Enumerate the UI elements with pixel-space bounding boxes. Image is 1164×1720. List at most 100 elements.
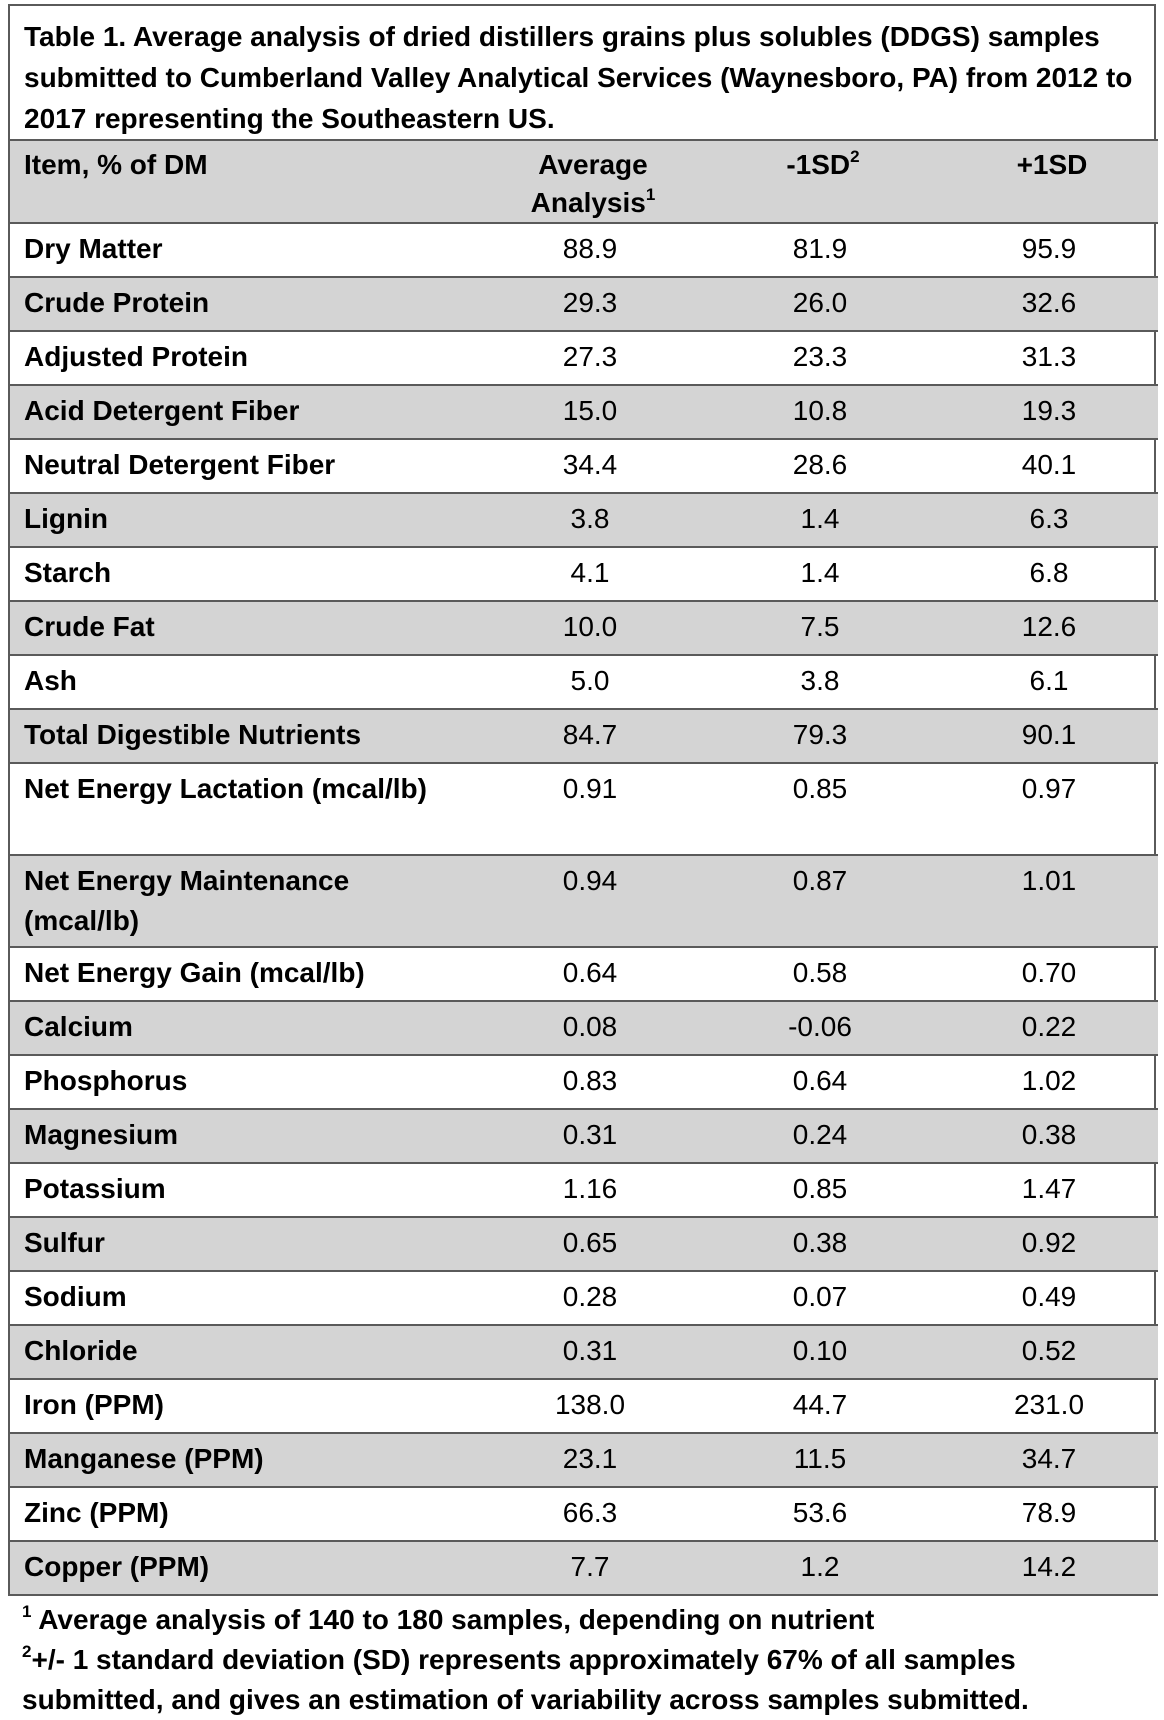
row-item-cell: Neutral Detergent Fiber — [10, 439, 480, 494]
row-item-cell: Sodium — [10, 1271, 480, 1326]
row-item-cell: Net Energy Gain (mcal/lb) — [10, 947, 480, 1002]
row-plus-sd-cell: 6.8 — [940, 547, 1158, 602]
table-row: Net Energy Lactation (mcal/lb) 0.91 0.85 0.… — [10, 763, 1158, 856]
footnote-1: 1 Average analysis of 140 to 180 samples… — [22, 1600, 1144, 1640]
header-item-label: Item, % of DM — [24, 149, 208, 180]
header-minus-sd: -1SD2 — [700, 140, 940, 224]
row-plus-sd-cell: 31.3 — [940, 331, 1158, 386]
row-minus-sd-cell: 11.5 — [700, 1433, 940, 1488]
table-row: Zinc (PPM) 66.3 53.6 78.9 — [10, 1487, 1158, 1542]
row-plus-sd-cell: 1.47 — [940, 1163, 1158, 1218]
row-item-cell: Crude Protein — [10, 277, 480, 332]
table-row: Acid Detergent Fiber 15.0 10.8 19.3 — [10, 385, 1158, 440]
row-minus-sd-cell: 10.8 — [700, 385, 940, 440]
header-plus-sd: +1SD — [940, 140, 1158, 224]
row-plus-sd-cell: 6.1 — [940, 655, 1158, 710]
row-minus-sd-cell: 1.4 — [700, 547, 940, 602]
row-plus-sd-cell: 0.49 — [940, 1271, 1158, 1326]
table-row: Magnesium 0.31 0.24 0.38 — [10, 1109, 1158, 1164]
row-plus-sd-cell: 231.0 — [940, 1379, 1158, 1434]
row-plus-sd-cell: 14.2 — [940, 1541, 1158, 1596]
table-row: Ash 5.0 3.8 6.1 — [10, 655, 1158, 710]
row-average-cell: 3.8 — [480, 493, 700, 548]
table-row: Copper (PPM) 7.7 1.2 14.2 — [10, 1541, 1158, 1596]
table-row: Net Energy Maintenance (mcal/lb) 0.94 0.87… — [10, 855, 1158, 948]
row-minus-sd-cell: 3.8 — [700, 655, 940, 710]
table-row: Starch 4.1 1.4 6.8 — [10, 547, 1158, 602]
row-item-cell: Iron (PPM) — [10, 1379, 480, 1434]
table-row: Potassium 1.16 0.85 1.47 — [10, 1163, 1158, 1218]
row-plus-sd-cell: 1.02 — [940, 1055, 1158, 1110]
row-minus-sd-cell: 79.3 — [700, 709, 940, 764]
row-minus-sd-cell: 53.6 — [700, 1487, 940, 1542]
row-minus-sd-cell: 1.4 — [700, 493, 940, 548]
table-header: Item, % of DM Average Analysis1 -1SD2 +1… — [10, 140, 1158, 224]
table-row: Net Energy Gain (mcal/lb) 0.64 0.58 0.70 — [10, 947, 1158, 1002]
row-item-cell: Calcium — [10, 1001, 480, 1056]
header-minus-sd-footnote-mark: 2 — [850, 147, 860, 166]
row-minus-sd-cell: 1.2 — [700, 1541, 940, 1596]
row-item-cell: Dry Matter — [10, 223, 480, 278]
row-item-cell: Manganese (PPM) — [10, 1433, 480, 1488]
row-plus-sd-cell: 6.3 — [940, 493, 1158, 548]
row-item-cell: Copper (PPM) — [10, 1541, 480, 1596]
footnotes: 1 Average analysis of 140 to 180 samples… — [8, 1596, 1156, 1720]
header-plus-sd-label: +1SD — [1016, 149, 1088, 180]
row-plus-sd-cell: 0.52 — [940, 1325, 1158, 1380]
footnote-2-text: +/- 1 standard deviation (SD) represents… — [22, 1644, 1029, 1715]
row-average-cell: 34.4 — [480, 439, 700, 494]
table-row: Crude Fat 10.0 7.5 12.6 — [10, 601, 1158, 656]
footnote-1-text: Average analysis of 140 to 180 samples, … — [38, 1604, 875, 1635]
row-minus-sd-cell: 44.7 — [700, 1379, 940, 1434]
header-minus-sd-label: -1SD — [786, 149, 851, 180]
table-row: Calcium 0.08 -0.06 0.22 — [10, 1001, 1158, 1056]
row-average-cell: 0.28 — [480, 1271, 700, 1326]
row-item-cell: Crude Fat — [10, 601, 480, 656]
row-minus-sd-cell: 0.10 — [700, 1325, 940, 1380]
row-minus-sd-cell: 81.9 — [700, 223, 940, 278]
row-average-cell: 0.91 — [480, 763, 700, 856]
row-item-cell: Sulfur — [10, 1217, 480, 1272]
header-average-label: Average Analysis — [530, 149, 648, 218]
row-average-cell: 0.08 — [480, 1001, 700, 1056]
row-minus-sd-cell: 0.87 — [700, 855, 940, 948]
row-minus-sd-cell: 0.85 — [700, 1163, 940, 1218]
row-item-cell: Lignin — [10, 493, 480, 548]
table-row: Crude Protein 29.3 26.0 32.6 — [10, 277, 1158, 332]
table-row: Neutral Detergent Fiber 34.4 28.6 40.1 — [10, 439, 1158, 494]
table-row: Manganese (PPM) 23.1 11.5 34.7 — [10, 1433, 1158, 1488]
row-average-cell: 0.31 — [480, 1109, 700, 1164]
row-minus-sd-cell: 0.24 — [700, 1109, 940, 1164]
row-plus-sd-cell: 40.1 — [940, 439, 1158, 494]
table-row: Phosphorus 0.83 0.64 1.02 — [10, 1055, 1158, 1110]
row-average-cell: 0.94 — [480, 855, 700, 948]
row-average-cell: 10.0 — [480, 601, 700, 656]
row-plus-sd-cell: 90.1 — [940, 709, 1158, 764]
table-row: Sulfur 0.65 0.38 0.92 — [10, 1217, 1158, 1272]
row-average-cell: 0.83 — [480, 1055, 700, 1110]
row-average-cell: 1.16 — [480, 1163, 700, 1218]
row-average-cell: 29.3 — [480, 277, 700, 332]
table-row: Chloride 0.31 0.10 0.52 — [10, 1325, 1158, 1380]
table-frame: Table 1. Average analysis of dried disti… — [8, 4, 1158, 1596]
row-average-cell: 23.1 — [480, 1433, 700, 1488]
row-average-cell: 0.65 — [480, 1217, 700, 1272]
analysis-table: Item, % of DM Average Analysis1 -1SD2 +1… — [10, 139, 1158, 1596]
table-row: Total Digestible Nutrients 84.7 79.3 90.1 — [10, 709, 1158, 764]
row-plus-sd-cell: 95.9 — [940, 223, 1158, 278]
row-item-cell: Starch — [10, 547, 480, 602]
row-minus-sd-cell: 23.3 — [700, 331, 940, 386]
row-minus-sd-cell: 0.64 — [700, 1055, 940, 1110]
row-plus-sd-cell: 0.70 — [940, 947, 1158, 1002]
row-plus-sd-cell: 0.92 — [940, 1217, 1158, 1272]
row-item-cell: Phosphorus — [10, 1055, 480, 1110]
table-row: Lignin 3.8 1.4 6.3 — [10, 493, 1158, 548]
row-average-cell: 4.1 — [480, 547, 700, 602]
row-item-cell: Ash — [10, 655, 480, 710]
row-item-cell: Net Energy Lactation (mcal/lb) — [10, 763, 480, 856]
table-body: Dry Matter 88.9 81.9 95.9 Crude Protein 29.3 2… — [10, 223, 1158, 1596]
row-item-cell: Potassium — [10, 1163, 480, 1218]
header-average-footnote-mark: 1 — [645, 185, 656, 204]
row-item-cell: Acid Detergent Fiber — [10, 385, 480, 440]
header-item: Item, % of DM — [10, 140, 480, 224]
